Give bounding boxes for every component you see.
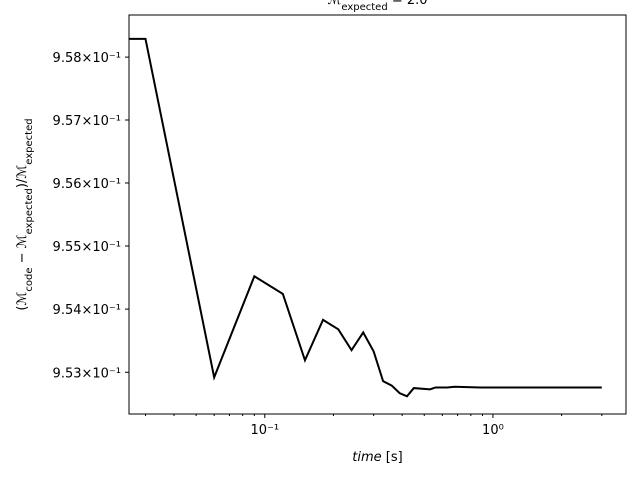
y-axis-label-part: expected [24,188,35,234]
y-tick-label: 9.57×10⁻¹ [53,114,121,129]
chart-title-part: = 2.0 [388,0,428,8]
axes-frame [128,14,627,415]
x-tick-label: 10⁻¹ [250,423,279,438]
y-axis-label-part: − ℳ [15,234,30,267]
y-axis-label-part: )/ℳ [15,165,30,188]
chart-title: ℳexpected = 2.0 [327,0,427,13]
y-tick-label: 9.56×10⁻¹ [53,177,121,192]
y-tick-label: 9.55×10⁻¹ [53,240,121,255]
y-tick-label: 9.58×10⁻¹ [53,51,121,66]
x-tick-label: 10⁰ [482,423,504,438]
y-axis-label-part: code [24,267,35,291]
y-axis-label-part: (ℳ [15,292,30,311]
chart-title-part: expected [341,2,387,13]
x-axis-label-part: time [352,450,381,465]
x-axis-label: time [s] [352,450,402,465]
chart-title-part: ℳ [327,0,341,8]
x-axis-label-part: [s] [382,450,403,465]
y-tick-label: 9.54×10⁻¹ [53,303,121,318]
y-axis-label-part: expected [24,118,35,164]
data-line [129,37,602,398]
y-axis-label: (ℳcode − ℳexpected)/ℳexpected [15,118,35,310]
y-tick-label: 9.53×10⁻¹ [53,366,121,381]
